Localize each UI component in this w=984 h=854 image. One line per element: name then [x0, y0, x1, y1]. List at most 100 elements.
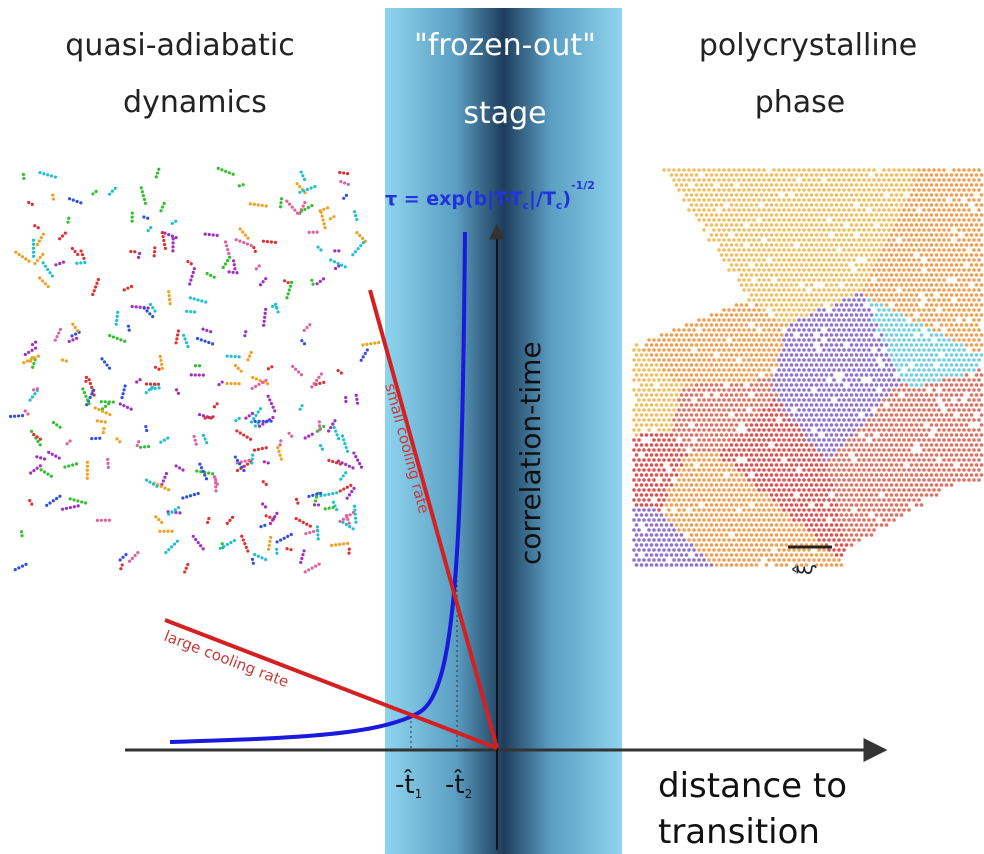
particle — [697, 398, 701, 402]
particle — [970, 363, 974, 367]
particle — [311, 566, 314, 569]
particle — [845, 473, 849, 477]
particle — [897, 298, 901, 302]
particle — [887, 358, 891, 362]
particle — [810, 403, 814, 407]
particle — [755, 333, 759, 337]
particle — [952, 368, 956, 372]
particle — [825, 253, 829, 257]
particle — [975, 333, 979, 337]
particle — [677, 418, 681, 422]
particle — [732, 308, 736, 312]
particle — [690, 393, 694, 397]
particle — [822, 358, 826, 362]
particle — [887, 248, 891, 252]
particle — [690, 363, 694, 367]
particle — [817, 228, 821, 232]
particle — [42, 233, 45, 236]
particle — [635, 423, 639, 427]
particle — [201, 328, 204, 331]
particle — [847, 368, 851, 372]
particle — [80, 500, 83, 503]
particle — [902, 428, 906, 432]
particle — [732, 428, 736, 432]
particle — [149, 382, 152, 385]
particle — [685, 183, 689, 187]
particle — [660, 513, 664, 517]
particle — [682, 498, 686, 502]
particle — [970, 303, 974, 307]
particle — [740, 393, 744, 397]
particle — [867, 398, 871, 402]
particle — [250, 351, 253, 354]
particle — [840, 173, 844, 177]
particle — [852, 368, 856, 372]
particle — [797, 478, 801, 482]
particle — [720, 373, 724, 377]
particle — [927, 188, 931, 192]
particle — [777, 248, 781, 252]
particle — [700, 393, 704, 397]
particle — [947, 288, 951, 292]
particle — [767, 498, 771, 502]
particle — [810, 323, 814, 327]
particle — [870, 403, 874, 407]
particle — [697, 208, 701, 212]
particle — [727, 258, 731, 262]
particle — [104, 420, 107, 423]
particle — [935, 303, 939, 307]
particle — [837, 388, 841, 392]
particle — [945, 443, 949, 447]
particle — [860, 233, 864, 237]
particle — [947, 208, 951, 212]
particle — [657, 348, 661, 352]
particle — [752, 498, 756, 502]
particle — [690, 193, 694, 197]
particle — [227, 252, 230, 255]
particle — [237, 367, 240, 370]
particle — [835, 283, 839, 287]
particle — [692, 428, 696, 432]
particle — [977, 418, 981, 422]
particle — [682, 478, 686, 482]
particle — [867, 358, 871, 362]
particle — [897, 478, 901, 482]
particle — [772, 228, 776, 232]
particle — [750, 353, 754, 357]
particle — [785, 233, 789, 237]
particle — [720, 233, 724, 237]
particle — [652, 408, 656, 412]
particle — [872, 388, 876, 392]
particle — [700, 413, 704, 417]
particle — [812, 458, 816, 462]
particle — [975, 463, 979, 467]
particle — [100, 357, 103, 360]
particle — [952, 208, 956, 212]
particle — [857, 298, 861, 302]
particle — [225, 244, 228, 247]
particle — [907, 488, 911, 492]
particle — [880, 323, 884, 327]
particle — [742, 178, 746, 182]
particle — [662, 448, 666, 452]
particle — [815, 413, 819, 417]
particle — [965, 353, 969, 357]
particle — [847, 228, 851, 232]
particle — [160, 363, 163, 366]
particle — [960, 463, 964, 467]
particle — [745, 253, 749, 257]
particle — [875, 233, 879, 237]
particle — [975, 183, 979, 187]
particle — [862, 498, 866, 502]
particle — [970, 403, 974, 407]
particle — [942, 418, 946, 422]
particle — [875, 363, 879, 367]
particle — [645, 423, 649, 427]
particle — [107, 466, 110, 469]
particle — [43, 457, 46, 460]
particle — [770, 483, 774, 487]
particle — [760, 333, 764, 337]
particle — [362, 355, 365, 358]
particle — [677, 178, 681, 182]
particle — [692, 478, 696, 482]
